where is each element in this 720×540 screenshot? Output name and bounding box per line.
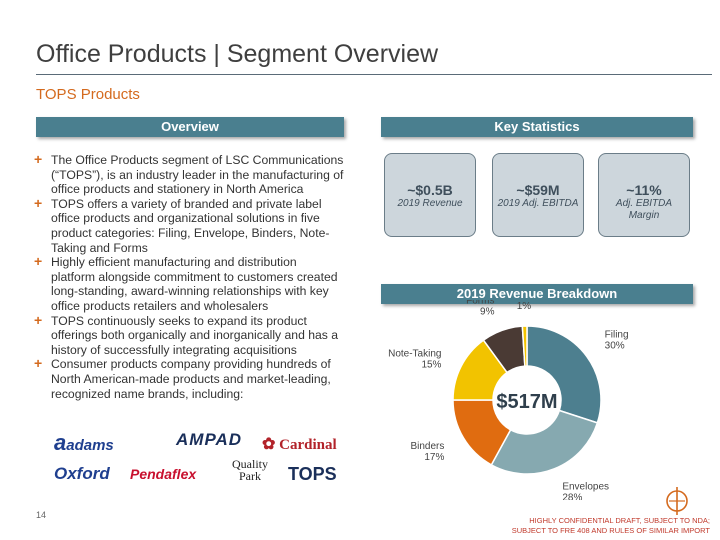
page-title: Office Products | Segment Overview	[36, 40, 439, 68]
plus-icon: +	[34, 355, 43, 372]
slice-value-label: 28%	[562, 492, 582, 500]
center-total-label: $517M	[496, 391, 557, 413]
stat-value: ~11%	[626, 182, 662, 198]
slice-value-label: 9%	[480, 307, 495, 318]
ampad-logo: AMPAD	[176, 430, 243, 449]
donut-hole	[493, 366, 561, 434]
stat-label: 2019 Adj. EBITDA	[497, 198, 579, 209]
overview-bullet: + Consumer products company providing hun…	[34, 355, 331, 401]
brand-logos: aadams AMPAD ✿ Cardinal Oxford Pendaflex…	[50, 428, 370, 488]
stat-box-revenue: ~$0.5B 2019 Revenue	[384, 153, 476, 237]
overview-bullet: + Highly efficient manufacturing and dist…	[34, 253, 338, 313]
oxford-logo: Oxford	[54, 464, 110, 483]
slice-value-label: 17%	[424, 452, 444, 463]
page-number: 14	[36, 510, 47, 520]
cardinal-logo: ✿ Cardinal	[262, 436, 337, 453]
stat-box-ebitda: ~$59M 2019 Adj. EBITDA	[492, 153, 584, 237]
overview-heading: Overview	[36, 117, 344, 137]
confidentiality-notice: HIGHLY CONFIDENTIAL DRAFT, SUBJECT TO ND…	[511, 516, 710, 535]
slice-category-label: Binders	[410, 441, 444, 452]
title-divider	[36, 74, 712, 75]
stat-label: Adj. EBITDA Margin	[615, 198, 673, 221]
overview-bullet: + TOPS offers a variety of branded and pr…	[34, 194, 330, 255]
adams-logo: aadams	[54, 430, 114, 455]
key-statistics-heading: Key Statistics	[381, 117, 693, 137]
slice-value-label: 1%	[517, 301, 532, 312]
revenue-breakdown-heading: 2019 Revenue Breakdown	[381, 284, 693, 304]
pendaflex-logo: Pendaflex	[130, 466, 197, 482]
overview-bullet: + The Office Products segment of LSC Comm…	[34, 151, 344, 197]
overview-bullet: + TOPS continuously seeks to expand its p…	[34, 311, 339, 357]
quality-park-logo: Quality Park	[232, 457, 268, 483]
overview-bullet-list: + The Office Products segment of LSC Comm…	[34, 151, 344, 401]
tops-logo: TOPS	[288, 464, 337, 484]
slice-category-label: Forms	[466, 300, 494, 307]
plus-icon: +	[34, 194, 43, 211]
plus-icon: +	[34, 311, 43, 328]
stat-box-margin: ~11% Adj. EBITDA Margin	[598, 153, 690, 237]
slice-category-label: Envelopes	[562, 481, 609, 492]
slice-value-label: 15%	[421, 359, 441, 370]
slice-category-label: Filing	[605, 330, 629, 341]
page-subtitle: TOPS Products	[36, 86, 140, 103]
stat-label: 2019 Revenue	[397, 198, 463, 209]
stat-value: ~$0.5B	[407, 182, 453, 198]
slice-category-label: Other	[511, 300, 537, 301]
compass-logo-icon	[666, 487, 688, 515]
plus-icon: +	[34, 151, 43, 167]
slice-value-label: 30%	[605, 341, 625, 352]
stat-value: ~$59M	[516, 182, 560, 198]
plus-icon: +	[34, 253, 43, 270]
slice-category-label: Note-Taking	[388, 348, 441, 359]
